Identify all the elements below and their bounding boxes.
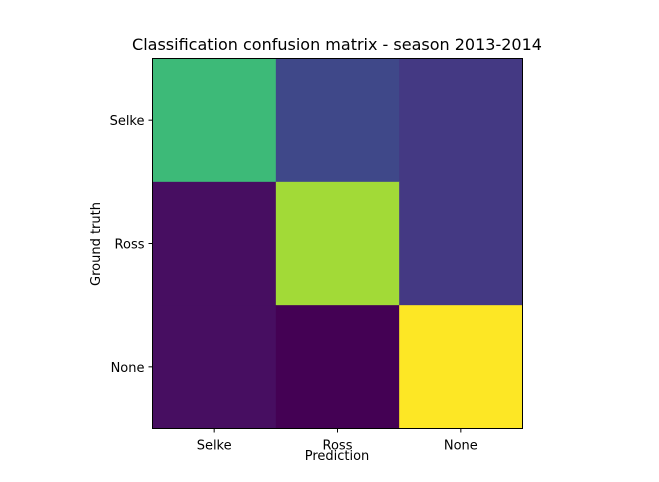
x-tick-label: Selke: [197, 439, 232, 454]
heatmap-cell-ross-none: [399, 181, 523, 306]
heatmap-cell-none-none: [399, 305, 523, 429]
y-axis: Selke Ross None: [110, 114, 153, 376]
heatmap-cell-ross-ross: [275, 181, 400, 306]
y-axis-label: Ground truth: [89, 202, 104, 286]
heatmap-cell-none-ross: [275, 305, 400, 429]
heatmap-cell-selke-ross: [275, 58, 400, 183]
x-tick-label: None: [444, 439, 478, 454]
heatmap-cell-selke-none: [399, 58, 523, 183]
chart-title: Classification confusion matrix - season…: [132, 35, 542, 54]
y-tick-label: Ross: [115, 238, 145, 253]
y-tick-label: Selke: [110, 114, 145, 129]
y-tick-label: None: [111, 361, 145, 376]
heatmap-cell-ross-selke: [152, 181, 277, 306]
x-tick-label: Ross: [323, 439, 353, 454]
heatmap-cells: [152, 58, 523, 429]
x-axis-label: Prediction: [305, 449, 370, 464]
heatmap-cell-selke-selke: [152, 58, 277, 183]
x-axis: Selke Ross None: [197, 428, 478, 454]
heatmap-cell-none-selke: [152, 305, 277, 429]
